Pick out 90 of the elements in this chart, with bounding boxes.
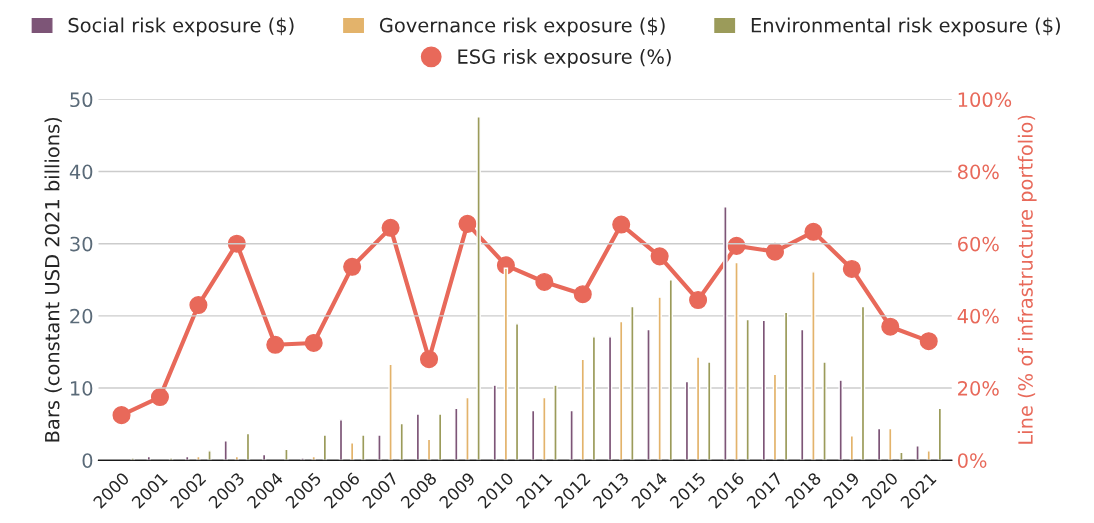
bar — [454, 407, 459, 461]
bar — [223, 440, 228, 461]
point — [343, 257, 362, 276]
point — [535, 272, 554, 291]
y-tick-label: 50 — [70, 92, 93, 108]
y2-tick-label: 0% — [957, 453, 987, 468]
bar — [437, 413, 443, 461]
bar — [591, 336, 597, 461]
bar — [130, 457, 135, 461]
bar — [245, 432, 251, 461]
bar — [476, 115, 481, 461]
bar — [899, 451, 904, 461]
bar — [322, 434, 328, 461]
bar — [695, 356, 701, 461]
bar — [284, 448, 289, 461]
bar — [607, 336, 613, 461]
bar — [207, 450, 212, 461]
y-tick-label: 40 — [69, 164, 93, 180]
bar — [618, 320, 624, 461]
bar — [492, 384, 497, 461]
bar — [415, 413, 421, 461]
bar — [822, 361, 827, 461]
legend-label: Governance risk exposure ($) — [379, 17, 665, 37]
bar — [503, 267, 509, 461]
bar — [168, 457, 174, 461]
y2-axis-title: Line (% of infrastructure portfolio) — [1017, 115, 1037, 444]
bar — [888, 427, 893, 461]
point — [765, 242, 784, 261]
point — [150, 388, 169, 407]
bar — [800, 328, 805, 461]
point — [304, 333, 323, 352]
point — [189, 296, 208, 315]
bar — [569, 409, 574, 461]
point — [842, 259, 861, 279]
bar — [668, 279, 674, 461]
bar — [684, 380, 690, 461]
bar — [734, 261, 739, 461]
y2-tick-label: 60% — [958, 236, 999, 252]
point — [727, 236, 746, 255]
bar — [723, 206, 728, 461]
point — [112, 406, 131, 425]
bar — [514, 323, 520, 461]
bar — [849, 435, 855, 461]
bar — [915, 445, 920, 461]
point — [881, 317, 900, 336]
y-tick-label: 20 — [70, 308, 93, 324]
bar — [300, 457, 305, 461]
point — [650, 247, 669, 266]
bar — [465, 396, 470, 461]
point — [266, 335, 285, 354]
bar — [361, 434, 366, 461]
y-tick-label: 0 — [82, 453, 93, 468]
bar — [646, 328, 651, 461]
legend-label: ESG risk exposure (%) — [458, 48, 671, 68]
bar — [553, 384, 558, 461]
bar — [377, 434, 382, 461]
y-tick-label: 30 — [70, 236, 93, 252]
point — [458, 214, 477, 233]
y-axis-title: Bars (constant USD 2021 billions) — [44, 117, 62, 442]
point — [573, 285, 592, 304]
y2-tick-label: 20% — [958, 381, 999, 396]
bar — [811, 271, 816, 461]
y2-tick-label: 80% — [957, 164, 999, 180]
bar — [196, 455, 201, 461]
y-tick-label: 10 — [70, 381, 93, 396]
bar — [311, 455, 316, 461]
bar — [338, 419, 344, 461]
y2-tick-label: 40% — [957, 308, 999, 324]
bar — [657, 296, 662, 461]
point — [919, 332, 938, 351]
bar — [388, 363, 393, 461]
point — [381, 218, 400, 237]
legend-label: Environmental risk exposure ($) — [751, 17, 1060, 37]
bar — [530, 409, 536, 461]
bar — [349, 442, 355, 461]
bar — [838, 379, 843, 461]
bar — [707, 361, 712, 461]
bar — [542, 396, 547, 461]
bar — [926, 450, 931, 461]
bar — [860, 305, 866, 461]
point — [419, 350, 439, 369]
y2-tick-label: 100% — [958, 92, 1012, 108]
legend-label: Social risk exposure ($) — [68, 17, 294, 37]
point — [612, 215, 631, 234]
point — [227, 234, 246, 253]
point — [804, 222, 823, 241]
point — [689, 290, 708, 310]
bar — [876, 427, 882, 461]
bar — [745, 318, 750, 461]
bar — [630, 305, 635, 461]
